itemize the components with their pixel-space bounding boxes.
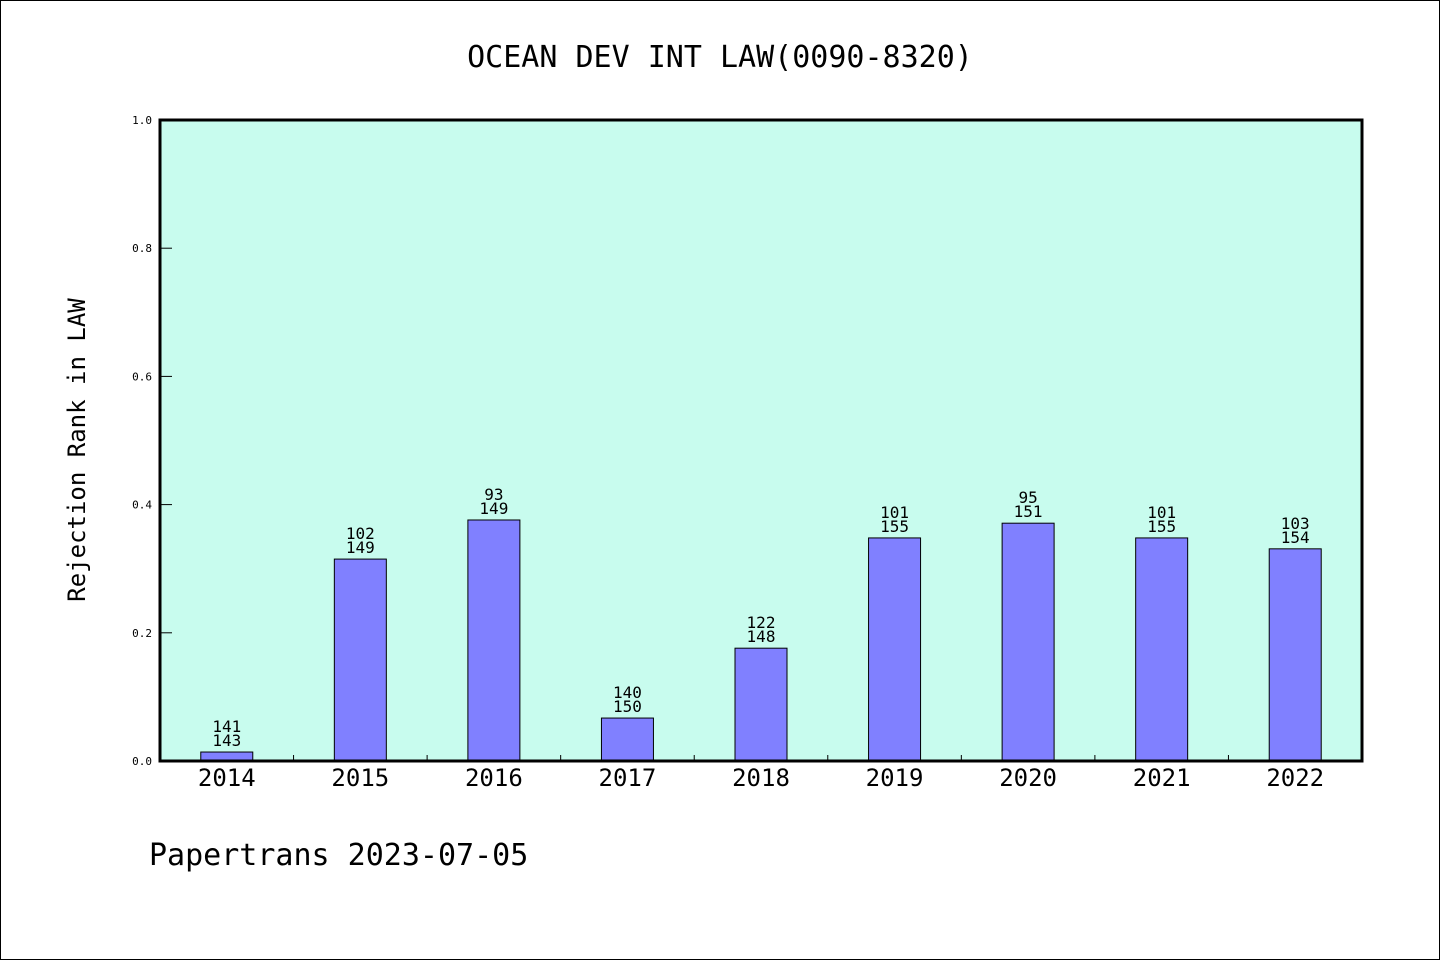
bar-label-bottom: 155 [880,517,909,536]
bar-label-top: 93 [484,485,503,504]
chart-title: OCEAN DEV INT LAW(0090-8320) [467,40,973,75]
x-tick-label: 2014 [198,764,256,792]
y-tick-label: 0.0 [132,755,152,768]
bar-label-top: 103 [1281,514,1310,533]
x-axis: 2014 2015 2016 2017 2018 2019 2020 2021 2022 [198,755,1324,792]
plot-border [158,118,1364,763]
bar-label-bottom: 148 [747,627,776,646]
bar-label-bottom: 151 [1014,502,1043,521]
x-tick-label: 2018 [732,764,790,792]
bar-2018 [734,647,788,762]
x-tick-label: 2015 [331,764,389,792]
y-axis-label: Rejection Rank in LAW [63,298,91,602]
bar-2019 [868,537,922,762]
bar-label-bottom: 149 [346,538,375,557]
y-tick-label: 1.0 [132,114,152,127]
bar-label-bottom: 154 [1281,528,1310,547]
bar-label-top: 122 [747,613,776,632]
bar-label-top: 141 [212,717,241,736]
y-tick-label: 0.2 [132,627,152,640]
bar-label-bottom: 143 [212,731,241,750]
bar-label-bottom: 150 [613,697,642,716]
bar-2021 [1135,537,1189,762]
y-tick-label: 0.4 [132,499,152,512]
bar-label-top: 102 [346,524,375,543]
y-tick-label: 0.6 [132,370,152,383]
bar-label-top: 95 [1018,488,1037,507]
bar-2022 [1268,548,1322,762]
y-tick-label: 0.8 [132,242,152,255]
bar-2017 [600,717,654,762]
x-tick-label: 2020 [999,764,1057,792]
bar-label-top: 101 [880,503,909,522]
x-tick-label: 2017 [599,764,657,792]
bar-label-top: 140 [613,683,642,702]
x-tick-label: 2019 [866,764,924,792]
bar-label-bottom: 149 [479,499,508,518]
x-tick-label: 2016 [465,764,523,792]
x-tick-label: 2022 [1266,764,1324,792]
bar-label-top: 101 [1147,503,1176,522]
bar-2020 [1001,522,1055,762]
bar-2016 [467,519,521,762]
bars-group: 1411431021499314914015012214810115595151… [200,485,1322,762]
bar-2015 [333,558,387,762]
bar-label-bottom: 155 [1147,517,1176,536]
x-tick-label: 2021 [1133,764,1191,792]
footer-text: Papertrans 2023-07-05 [149,838,528,873]
